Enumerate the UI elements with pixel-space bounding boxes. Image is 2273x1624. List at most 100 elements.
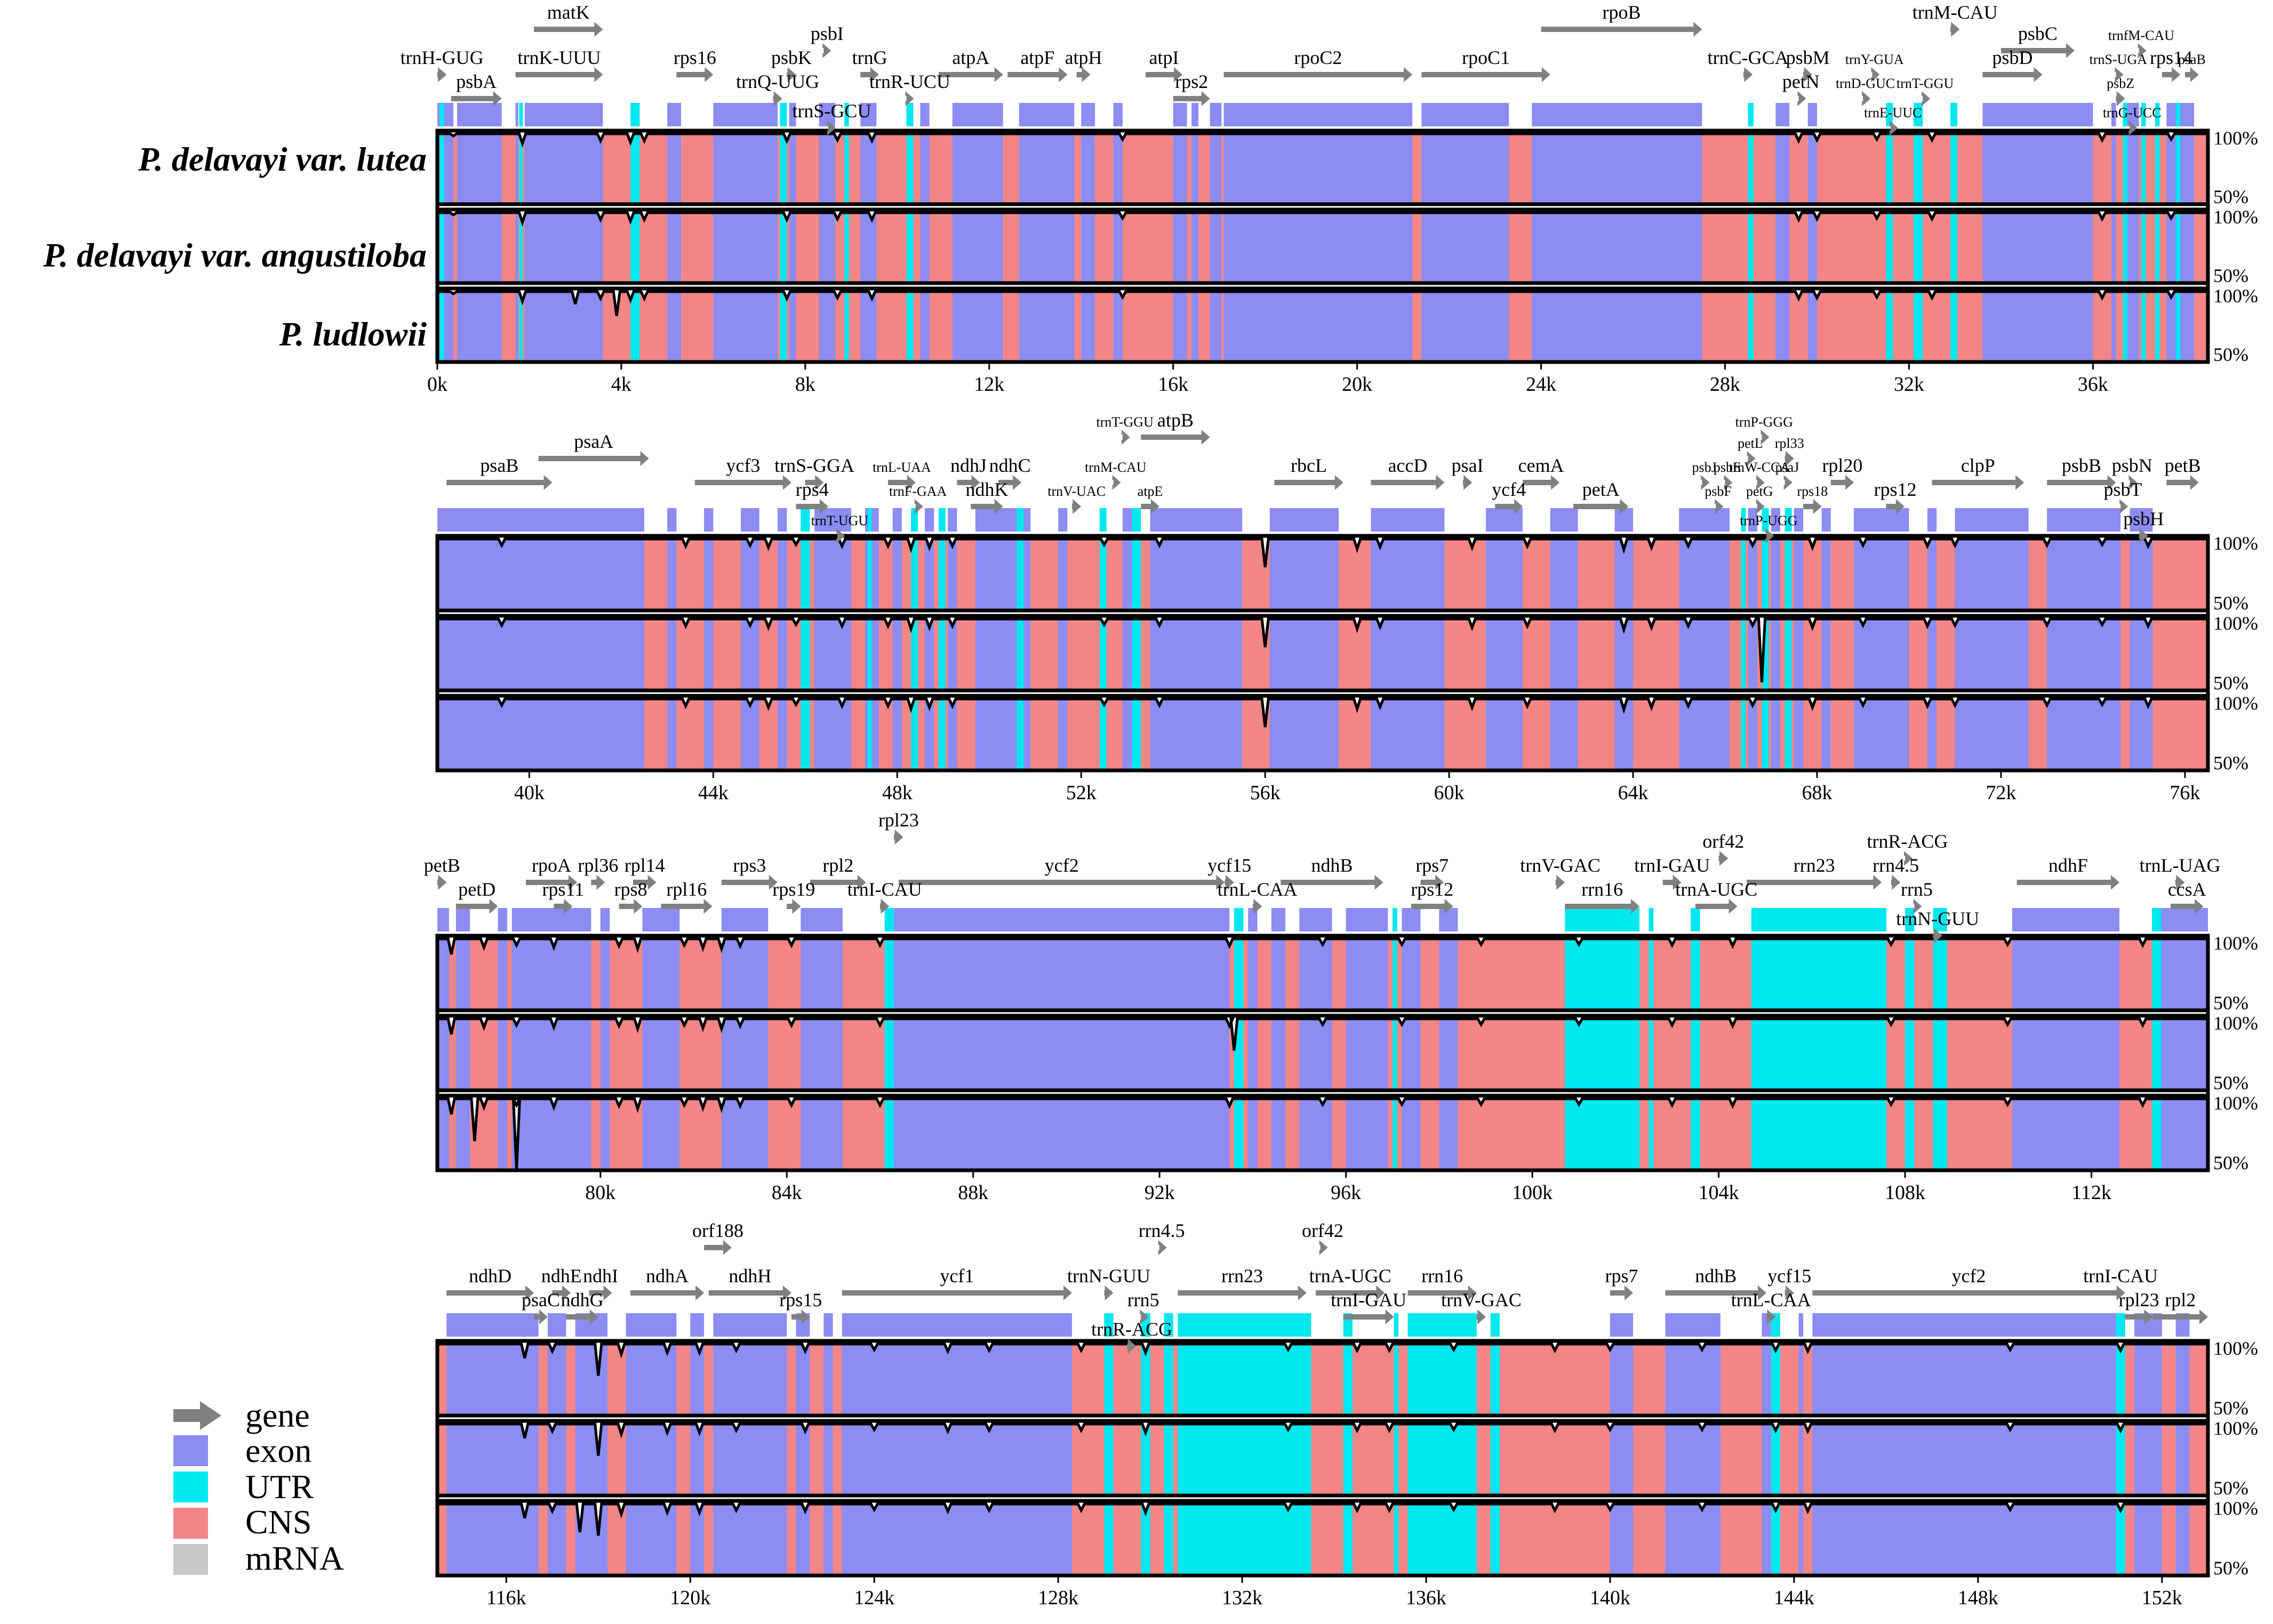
- exon-region: [1762, 1501, 1771, 1575]
- gene-label: trnS-GCU: [792, 100, 871, 122]
- legend-item-cns: CNS: [173, 1503, 312, 1541]
- x-tick-label: 100k: [1512, 1181, 1552, 1204]
- exon-region: [547, 1341, 566, 1416]
- gene-label: ndhJ: [950, 455, 987, 476]
- gene-arrow-icon: [1913, 899, 1922, 914]
- exon-bar: [690, 1313, 705, 1337]
- gene-trnI-GAU: trnI-GAU: [1331, 1289, 1406, 1324]
- gene-label: psbJ: [1692, 460, 1717, 475]
- exon-region: [1550, 696, 1578, 770]
- exon-region: [1665, 1421, 1720, 1496]
- gene-label: ycf3: [726, 455, 760, 476]
- utr-region: [2123, 210, 2128, 283]
- exon-region: [1610, 1421, 1634, 1496]
- gene-arrow-icon: [2116, 1285, 2125, 1300]
- utr-bar: [1392, 908, 1397, 931]
- exon-region: [661, 1016, 680, 1090]
- exon-bar: [1614, 508, 1634, 532]
- utr-region: [1343, 1501, 1353, 1575]
- exon-region: [690, 1421, 705, 1496]
- utr-bar: [1933, 908, 1947, 931]
- y-tick-100: 100%: [2213, 127, 2258, 149]
- row-frame: [435, 128, 2210, 364]
- gene-label: ndhD: [469, 1265, 511, 1287]
- exon-region: [1271, 1096, 1286, 1170]
- gene-arrow-icon: [619, 899, 643, 914]
- exon-region: [1610, 1341, 1634, 1416]
- gene-label: trnH-GUG: [401, 47, 484, 68]
- gene-arrow-icon: [1933, 928, 1942, 943]
- gene-psbH: psbH: [2123, 508, 2164, 543]
- gene-label: trnL-CAA: [1731, 1289, 1811, 1311]
- gene-label: petB: [424, 855, 460, 876]
- gene-trnA-UGC: trnA-UGC: [1309, 1265, 1391, 1300]
- row-1: 100%50%100%50%100%50%0k 4k 8k 12k 16k 20k 24k 2…: [401, 2, 2258, 396]
- utr-region: [1141, 1501, 1150, 1575]
- utr-region: [801, 616, 810, 690]
- exon-region: [789, 210, 796, 283]
- gene-arrow-icon: [1224, 875, 1234, 890]
- x-tick-label: 28k: [1710, 373, 1740, 396]
- identity-line: [437, 132, 2208, 148]
- gene-label: psbF: [1704, 484, 1732, 499]
- gene-atpI: atpI: [1146, 47, 1182, 82]
- y-tick-50: 50%: [2213, 1072, 2248, 1094]
- gene-arrow-icon: [1812, 1285, 2125, 1300]
- exon-region: [455, 936, 470, 1010]
- exon-region: [2130, 696, 2153, 770]
- y-tick-50: 50%: [2213, 752, 2248, 774]
- gene-arrow-icon: [1112, 475, 1121, 490]
- exon-bar: [498, 908, 508, 931]
- series-labels: P. delavayi var. lutea P. delavayi var. …: [43, 140, 427, 353]
- gene-label: rps14: [2150, 47, 2192, 68]
- y-tick-100: 100%: [2213, 1498, 2258, 1519]
- gene-label: ndhA: [646, 1265, 689, 1287]
- gene-arrow-icon: [1523, 475, 1560, 490]
- exon-region: [894, 1016, 1230, 1090]
- exon-bar: [1610, 1313, 1634, 1337]
- exon-region: [2047, 536, 2121, 610]
- exon-region: [1532, 131, 1702, 204]
- exon-region: [547, 1421, 566, 1496]
- gene-arrow-icon: [661, 899, 713, 914]
- exon-region: [1762, 1421, 1771, 1496]
- exon-bar: [1807, 103, 1818, 126]
- exon-region: [1150, 536, 1243, 610]
- gene-cemA: cemA: [1518, 455, 1564, 490]
- gene-label: trnK-UUU: [518, 47, 601, 68]
- gene-arrow-icon: [2162, 67, 2181, 82]
- exon-region: [1081, 210, 1095, 283]
- exon-region: [920, 210, 930, 283]
- identity-line: [437, 617, 2208, 682]
- gene-arrow-icon: [1830, 475, 1854, 490]
- utr-region: [1950, 131, 1958, 204]
- gene-arrow-icon: [894, 830, 903, 845]
- utr-region: [884, 936, 894, 1010]
- gene-label: psbD: [1992, 47, 2032, 68]
- exon-region: [1058, 616, 1068, 690]
- gene-label: trnfM-CAU: [2108, 28, 2174, 43]
- utr-bar: [867, 508, 872, 532]
- gene-psbJ: psbJ: [1692, 460, 1717, 490]
- exon-bar: [801, 908, 843, 931]
- exon-region: [2125, 131, 2139, 204]
- exon-bar: [1019, 103, 1075, 126]
- exon-region: [1794, 536, 1804, 610]
- exon-region: [814, 536, 852, 610]
- utr-region: [1886, 288, 1893, 362]
- exon-bar: [2125, 103, 2139, 126]
- exon-region: [842, 1501, 1073, 1575]
- utr-bar: [1771, 1313, 1781, 1337]
- gene-trnT-GGU: trnT-GGU: [1097, 414, 1154, 445]
- gene-label: trnP-GGG: [1735, 414, 1793, 430]
- exon-region: [1807, 288, 1818, 362]
- exon-region: [892, 616, 902, 690]
- gene-label: matK: [547, 2, 590, 23]
- utr-region: [1741, 696, 1746, 770]
- exon-region: [1081, 131, 1095, 204]
- gene-trnD-GUC: trnD-GUC: [1836, 76, 1895, 106]
- utr-bar: [519, 103, 523, 126]
- gene-rpl23: rpl23: [2119, 1289, 2159, 1324]
- gene-trnY-GUA: trnY-GUA: [1845, 52, 1904, 82]
- exon-bar: [1982, 103, 2093, 126]
